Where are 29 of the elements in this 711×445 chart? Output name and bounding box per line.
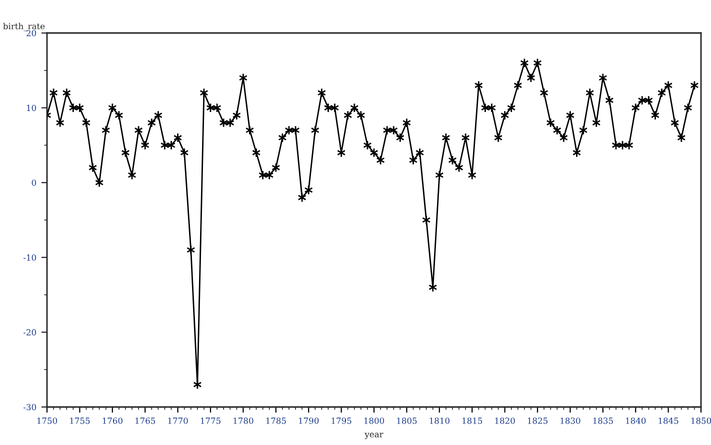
x-tick-label: 1795 xyxy=(332,418,352,424)
x-tick-label: 1840 xyxy=(626,418,646,424)
y-axis-title: birth_rate xyxy=(3,22,45,32)
x-tick-label: 1830 xyxy=(560,418,580,424)
y-tick-label: 20 xyxy=(26,30,36,36)
x-tick-label: 1770 xyxy=(168,418,188,424)
x-tick-label: 1835 xyxy=(593,418,613,424)
y-tick-label: -30 xyxy=(24,404,36,410)
x-tick-label: 1805 xyxy=(397,418,417,424)
x-tick-label: 1820 xyxy=(495,418,515,424)
x-tick-label: 1800 xyxy=(364,418,384,424)
x-axis-title: year xyxy=(364,432,384,440)
x-tick-label: 1775 xyxy=(200,418,220,424)
y-tick-label: 0 xyxy=(32,180,36,186)
x-tick-label: 1750 xyxy=(37,418,58,424)
x-tick-label: 1790 xyxy=(299,418,319,424)
x-tick-label: 1785 xyxy=(266,418,286,424)
x-tick-label: 1845 xyxy=(658,418,678,424)
x-tick-label: 1810 xyxy=(430,418,450,424)
x-tick-label: 1850 xyxy=(691,418,711,424)
x-tick-label: 1755 xyxy=(70,418,90,424)
y-tick-label: -20 xyxy=(24,329,36,336)
x-tick-label: 1765 xyxy=(136,418,156,424)
y-tick-label: -10 xyxy=(24,254,36,261)
x-tick-label: 1760 xyxy=(102,418,122,424)
x-tick-label: 1780 xyxy=(234,418,254,424)
y-tick-label: 10 xyxy=(26,104,36,112)
x-tick-label: 1815 xyxy=(462,418,482,424)
x-tick-label: 1825 xyxy=(528,418,548,424)
